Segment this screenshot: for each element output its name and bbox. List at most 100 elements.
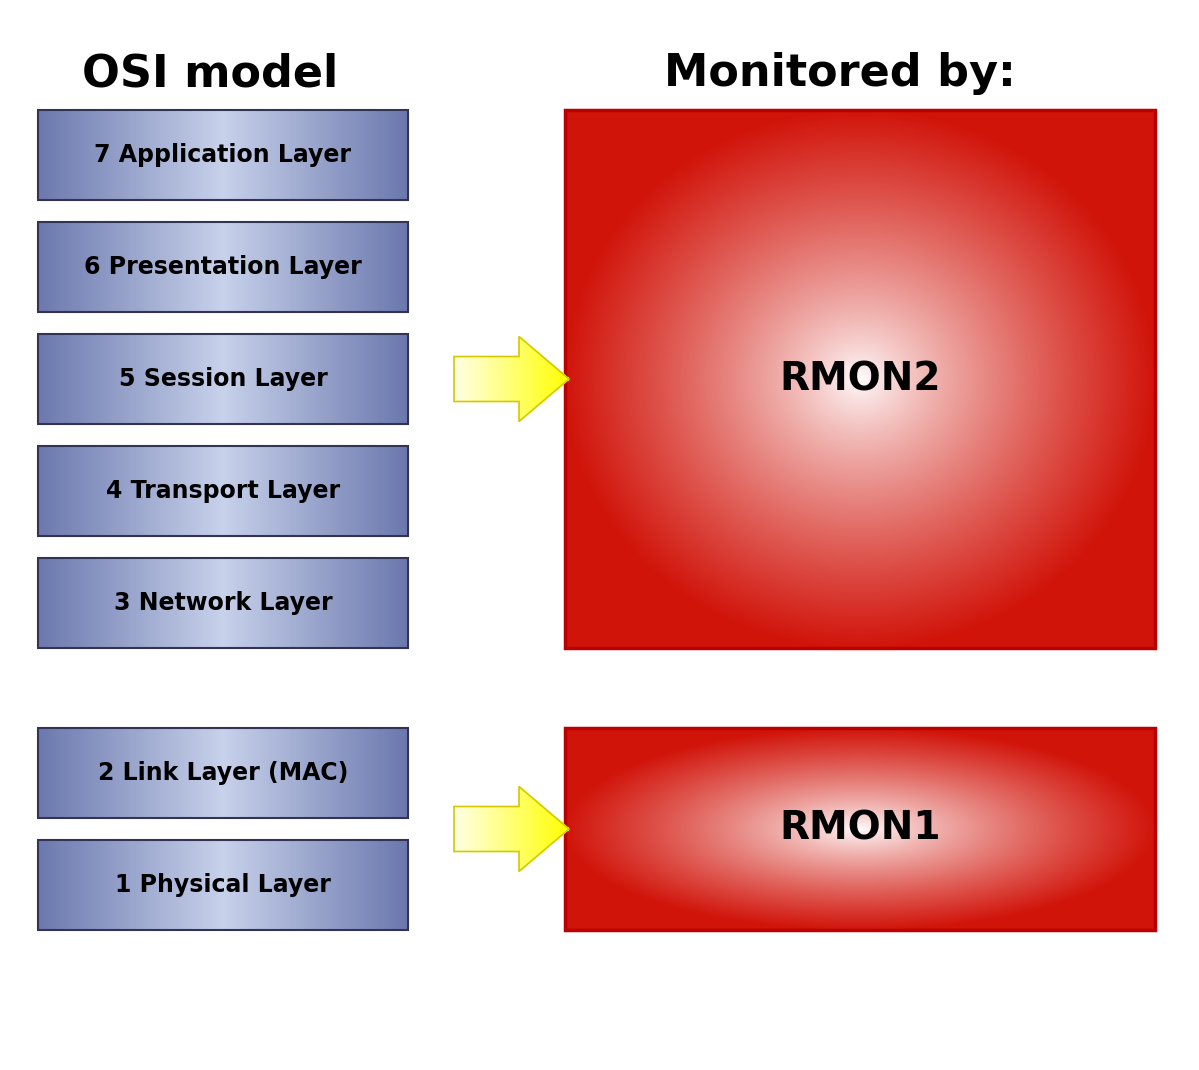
Bar bbox=[493, 356, 495, 401]
Bar bbox=[175, 557, 177, 648]
Bar bbox=[55, 334, 58, 424]
Bar bbox=[70, 840, 72, 930]
Bar bbox=[108, 840, 110, 930]
Bar bbox=[518, 356, 519, 401]
Bar bbox=[79, 557, 82, 648]
Bar bbox=[456, 356, 457, 401]
Bar bbox=[260, 110, 263, 200]
Bar bbox=[197, 334, 199, 424]
Bar bbox=[336, 334, 338, 424]
Bar bbox=[210, 557, 212, 648]
Bar bbox=[302, 840, 305, 930]
Bar bbox=[227, 557, 229, 648]
Bar bbox=[108, 334, 110, 424]
Bar bbox=[560, 821, 561, 837]
Bar bbox=[90, 334, 92, 424]
Bar bbox=[254, 334, 257, 424]
Bar bbox=[384, 334, 386, 424]
Bar bbox=[152, 110, 155, 200]
Bar bbox=[40, 840, 42, 930]
Bar bbox=[80, 446, 83, 536]
Bar bbox=[294, 728, 296, 817]
Bar bbox=[363, 446, 366, 536]
Bar bbox=[55, 728, 58, 817]
Bar bbox=[330, 334, 332, 424]
Bar bbox=[115, 221, 118, 312]
Bar bbox=[237, 840, 240, 930]
Bar bbox=[49, 557, 52, 648]
Bar bbox=[217, 557, 219, 648]
Bar bbox=[193, 221, 195, 312]
Bar bbox=[158, 728, 161, 817]
Bar bbox=[243, 840, 246, 930]
Bar bbox=[366, 446, 368, 536]
Bar bbox=[493, 807, 494, 852]
Bar bbox=[490, 807, 492, 852]
Bar bbox=[517, 356, 519, 401]
Bar bbox=[472, 807, 474, 852]
Bar bbox=[115, 728, 118, 817]
Bar bbox=[394, 446, 397, 536]
Bar bbox=[514, 807, 516, 852]
Bar bbox=[169, 557, 171, 648]
Bar bbox=[112, 334, 114, 424]
Bar bbox=[76, 334, 78, 424]
Bar bbox=[264, 557, 266, 648]
Bar bbox=[391, 728, 393, 817]
Bar bbox=[156, 557, 158, 648]
Bar bbox=[42, 334, 44, 424]
Bar bbox=[457, 807, 458, 852]
Bar bbox=[342, 840, 344, 930]
Bar bbox=[523, 340, 524, 418]
Bar bbox=[213, 334, 216, 424]
Bar bbox=[155, 446, 157, 536]
Bar bbox=[176, 110, 179, 200]
Bar bbox=[155, 728, 157, 817]
Bar bbox=[363, 334, 366, 424]
Bar bbox=[216, 334, 218, 424]
Bar bbox=[376, 110, 379, 200]
Bar bbox=[397, 728, 399, 817]
Bar bbox=[376, 334, 379, 424]
Bar bbox=[212, 110, 215, 200]
Bar bbox=[265, 557, 267, 648]
Bar bbox=[356, 557, 359, 648]
Bar bbox=[382, 221, 385, 312]
Bar bbox=[67, 728, 70, 817]
Bar bbox=[393, 110, 396, 200]
Bar bbox=[186, 557, 188, 648]
Bar bbox=[302, 110, 305, 200]
Bar bbox=[464, 356, 465, 401]
Bar bbox=[158, 221, 161, 312]
Bar bbox=[301, 728, 303, 817]
Bar bbox=[185, 728, 187, 817]
Bar bbox=[165, 840, 168, 930]
Bar bbox=[221, 557, 223, 648]
Bar bbox=[312, 446, 314, 536]
Bar bbox=[221, 110, 223, 200]
Bar bbox=[162, 728, 164, 817]
Bar bbox=[397, 840, 399, 930]
Bar bbox=[47, 557, 49, 648]
Bar bbox=[46, 557, 48, 648]
Bar bbox=[73, 221, 76, 312]
Bar bbox=[478, 356, 481, 401]
Bar bbox=[188, 840, 191, 930]
Bar bbox=[312, 221, 314, 312]
Bar bbox=[107, 557, 109, 648]
Bar bbox=[504, 807, 505, 852]
Bar bbox=[343, 110, 345, 200]
Bar bbox=[254, 110, 257, 200]
Bar bbox=[297, 728, 300, 817]
Bar bbox=[273, 728, 276, 817]
Bar bbox=[267, 728, 270, 817]
Bar bbox=[199, 446, 201, 536]
Bar bbox=[540, 354, 541, 404]
Bar bbox=[114, 728, 116, 817]
Bar bbox=[507, 807, 508, 852]
Bar bbox=[345, 221, 348, 312]
Bar bbox=[205, 221, 207, 312]
Bar bbox=[323, 728, 325, 817]
Bar bbox=[399, 446, 402, 536]
Bar bbox=[193, 728, 195, 817]
